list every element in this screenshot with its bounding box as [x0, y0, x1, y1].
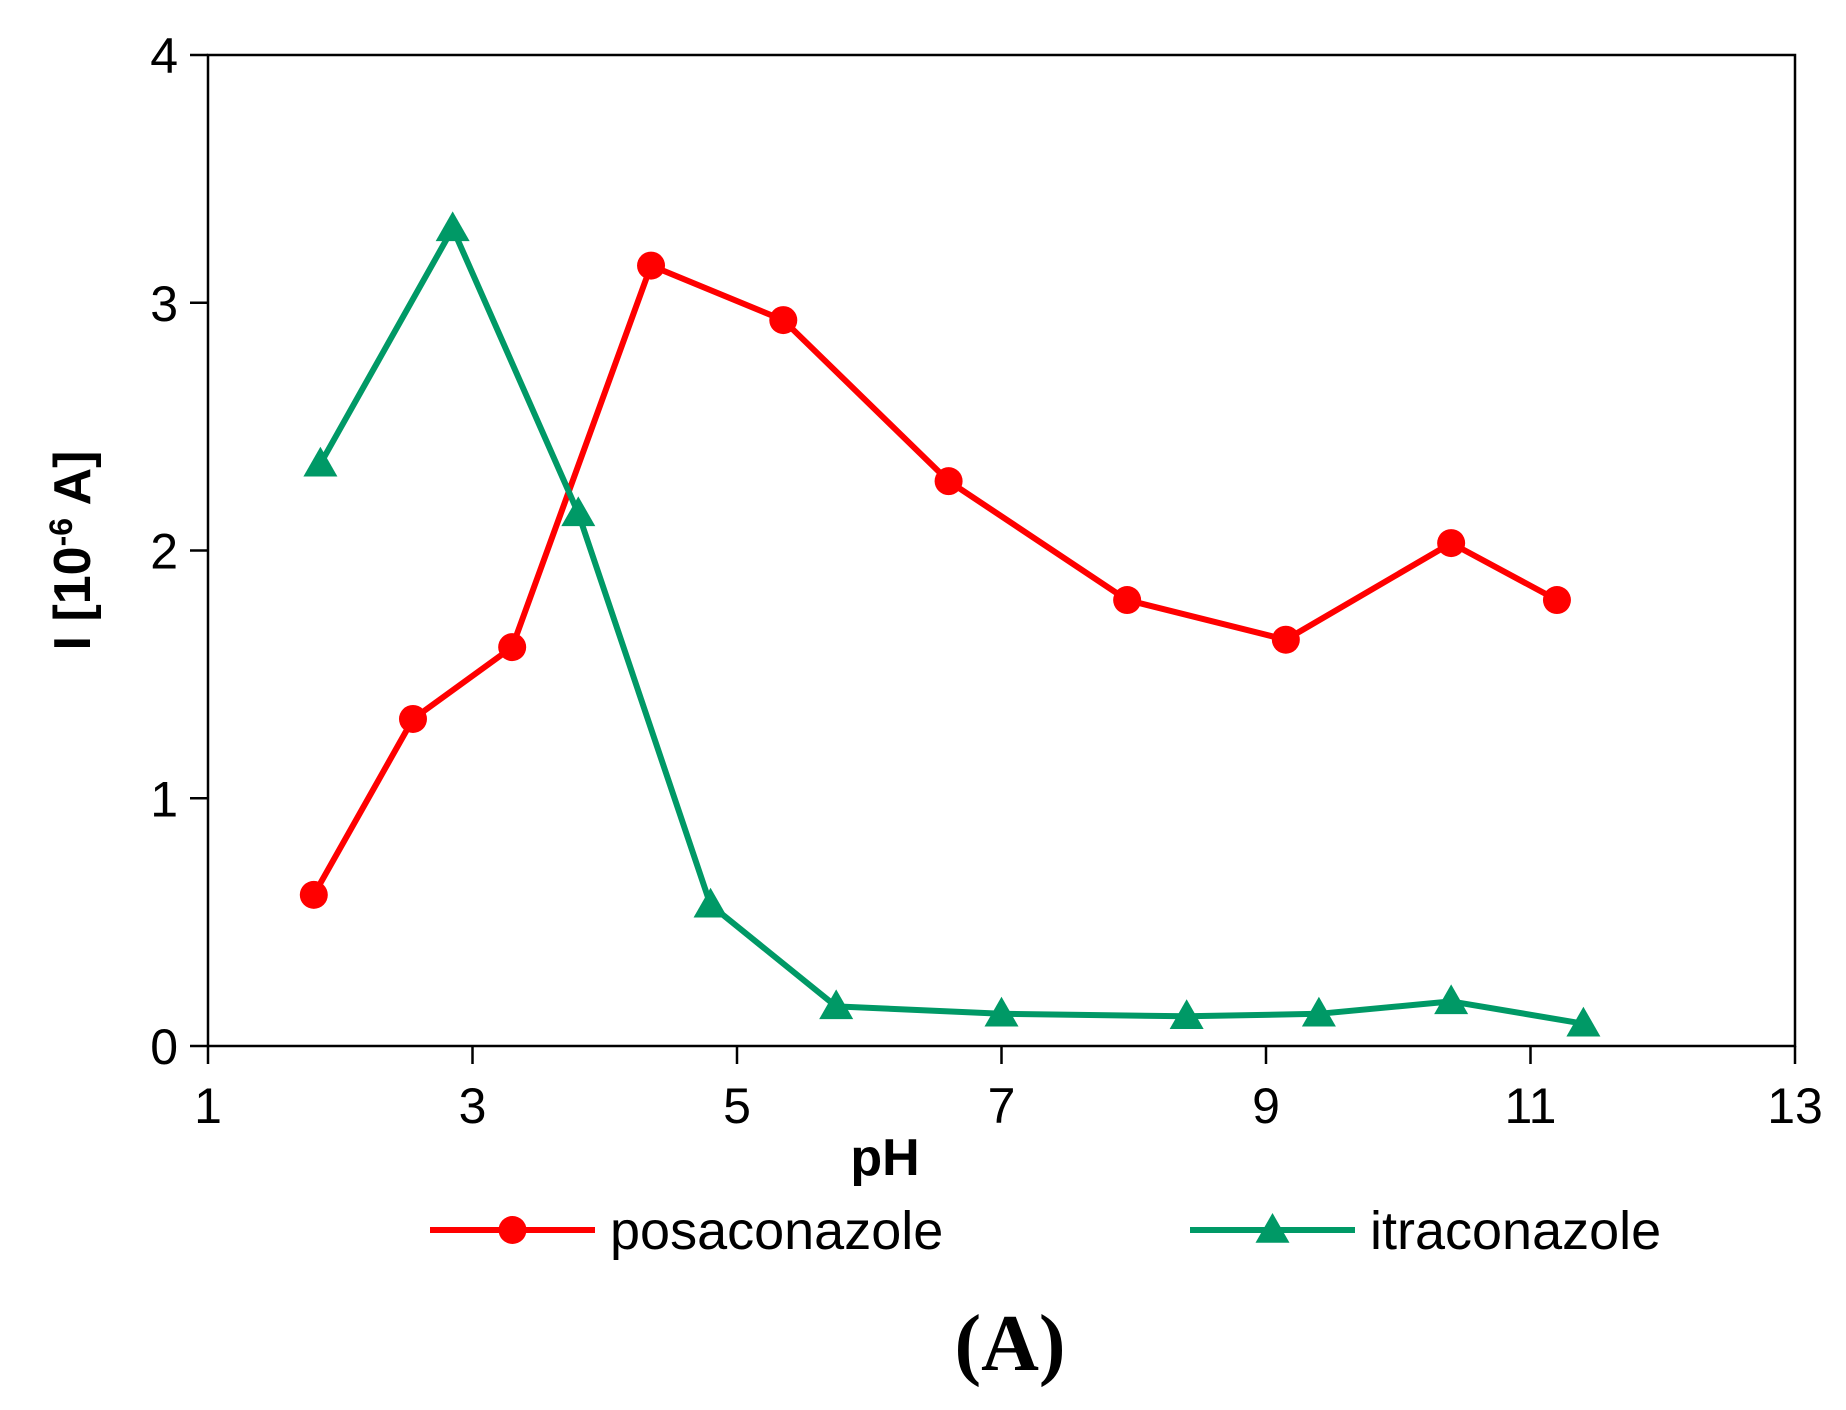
- data-point-itraconazole: [1301, 996, 1336, 1027]
- x-tick-label: 5: [723, 1078, 751, 1134]
- data-point-posaconazole: [1113, 586, 1142, 615]
- y-tick-label: 4: [150, 28, 178, 84]
- y-axis-title-tail: A]: [44, 451, 102, 518]
- legend-item-itraconazole: itraconazole: [1190, 1201, 1661, 1261]
- data-point-itraconazole: [1434, 984, 1469, 1015]
- series-line-posaconazole: [311, 262, 1559, 897]
- data-point-itraconazole: [984, 996, 1019, 1027]
- x-tick-label: 11: [1505, 1078, 1557, 1134]
- legend-marker: [498, 1216, 527, 1244]
- data-point-itraconazole: [693, 887, 728, 918]
- y-tick-label: 2: [150, 524, 178, 580]
- data-point-posaconazole: [498, 633, 527, 662]
- series-line-itraconazole: [317, 225, 1584, 1027]
- y-axis-title: I [10-6 A]: [43, 451, 102, 651]
- y-axis-title-superscript: -6: [43, 518, 79, 546]
- y-tick-label: 1: [150, 771, 178, 827]
- data-point-posaconazole: [398, 704, 427, 733]
- data-point-itraconazole: [435, 211, 470, 242]
- y-tick-label: 0: [150, 1019, 178, 1075]
- data-point-posaconazole: [1271, 625, 1300, 654]
- data-point-itraconazole: [303, 446, 338, 477]
- x-tick-label: 7: [988, 1078, 1016, 1134]
- series-layer: [299, 211, 1601, 1037]
- legend-label: itraconazole: [1370, 1201, 1661, 1261]
- legend-item-posaconazole: posaconazole: [430, 1201, 943, 1261]
- legend: posaconazole itraconazole: [430, 1201, 1661, 1261]
- y-axis-title-main: I [10: [44, 546, 102, 650]
- x-tick-label: 13: [1767, 1078, 1823, 1134]
- series-itraconazole: [303, 211, 1601, 1037]
- data-point-posaconazole: [769, 306, 798, 335]
- data-point-itraconazole: [561, 496, 596, 527]
- data-point-posaconazole: [299, 880, 328, 909]
- data-point-itraconazole: [1566, 1006, 1601, 1037]
- panel-label: (A): [954, 1300, 1065, 1388]
- legend-label: posaconazole: [610, 1201, 943, 1261]
- y-tick-label: 3: [150, 276, 178, 332]
- data-point-posaconazole: [934, 467, 963, 496]
- data-point-posaconazole: [1542, 586, 1571, 615]
- x-tick-label: 3: [459, 1078, 487, 1134]
- x-tick-label: 1: [194, 1078, 222, 1134]
- series-posaconazole: [299, 251, 1571, 909]
- legend-marker: [1255, 1213, 1290, 1243]
- x-axis-title: pH: [850, 1129, 919, 1187]
- x-tick-label: 9: [1252, 1078, 1280, 1134]
- data-point-itraconazole: [819, 989, 854, 1020]
- data-point-posaconazole: [1437, 529, 1466, 558]
- data-point-posaconazole: [637, 251, 666, 280]
- plot-frame: [206, 53, 1797, 1048]
- data-point-itraconazole: [1169, 999, 1204, 1030]
